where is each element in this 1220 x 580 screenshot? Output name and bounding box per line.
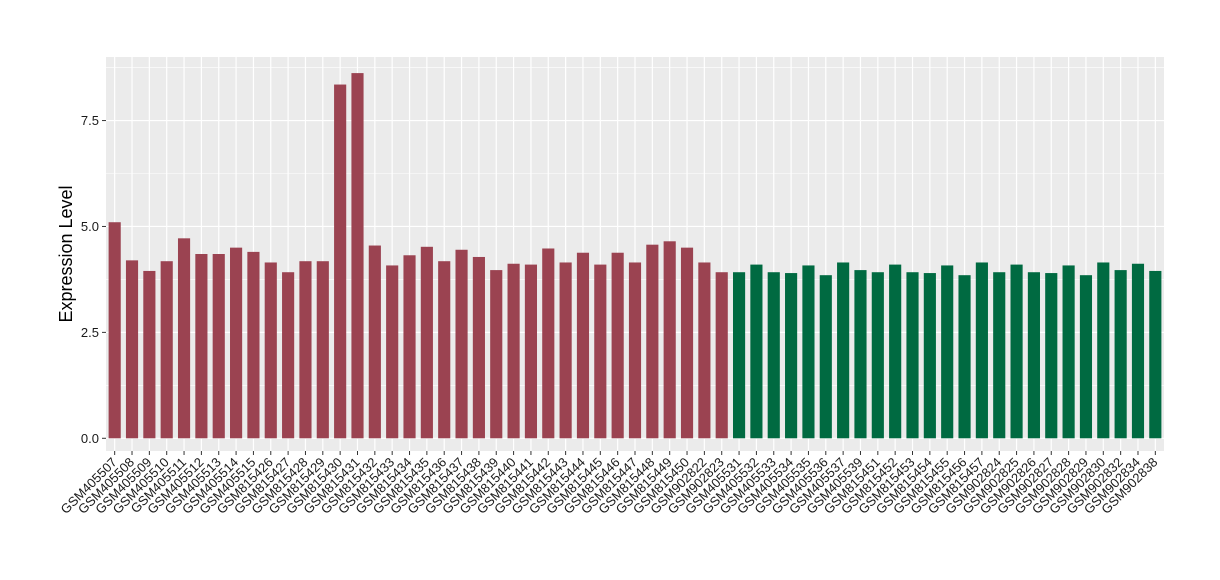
bar (958, 275, 971, 439)
bar (559, 262, 572, 439)
y-tick-label: 0.0 (81, 431, 99, 446)
bar (923, 273, 936, 439)
bar (837, 262, 850, 439)
bar (889, 264, 902, 439)
bar (1062, 265, 1075, 439)
bar (576, 252, 590, 439)
bar (282, 272, 295, 439)
bar (906, 272, 919, 439)
bar (143, 270, 156, 439)
bar (542, 248, 555, 439)
bar (472, 256, 485, 439)
bar (646, 244, 659, 439)
bar (871, 272, 884, 439)
bar (490, 270, 503, 439)
y-tick-label: 7.5 (81, 113, 99, 128)
bar (611, 252, 624, 439)
bar (160, 261, 173, 439)
bar (1010, 264, 1023, 439)
bar (195, 254, 208, 439)
bar (767, 272, 780, 439)
bar (247, 251, 260, 439)
bar (1027, 272, 1040, 439)
bar (177, 238, 191, 439)
bar (1149, 270, 1162, 439)
bar (819, 275, 832, 439)
y-axis-title: Expression Level (56, 185, 76, 322)
y-axis: 0.0 2.5 5.0 7.5 (81, 113, 106, 446)
bar (594, 264, 607, 439)
bars (108, 73, 1162, 439)
bar (785, 273, 798, 439)
x-axis: GSM405507GSM405508GSM405509GSM405510GSM4… (58, 451, 1160, 517)
bar (802, 265, 815, 439)
bar (455, 249, 468, 439)
bar (108, 222, 121, 439)
bar (750, 264, 763, 439)
bar (663, 241, 676, 439)
bar (386, 265, 399, 439)
bar (351, 73, 364, 439)
bar (1079, 275, 1093, 439)
bar (628, 262, 642, 439)
bar (1097, 262, 1110, 439)
bar (715, 272, 728, 439)
bar (1045, 273, 1058, 439)
bar (1114, 270, 1127, 439)
y-tick-label: 5.0 (81, 219, 99, 234)
bar (125, 260, 139, 439)
bar (680, 247, 694, 439)
bar (524, 264, 538, 439)
bar (698, 262, 711, 439)
bar (854, 270, 867, 439)
bar (1131, 263, 1145, 439)
bar (334, 84, 347, 439)
bar (941, 265, 954, 439)
y-tick-label: 2.5 (81, 325, 99, 340)
bar (732, 272, 746, 439)
bar (368, 245, 381, 439)
bar (438, 261, 451, 439)
bar (507, 263, 520, 439)
bar (212, 254, 225, 439)
bar (993, 272, 1006, 439)
bar (264, 262, 277, 439)
bar (230, 247, 243, 439)
bar (975, 262, 988, 439)
bar (420, 246, 433, 439)
bar (403, 255, 416, 439)
bar (299, 261, 312, 439)
bar (316, 261, 329, 439)
